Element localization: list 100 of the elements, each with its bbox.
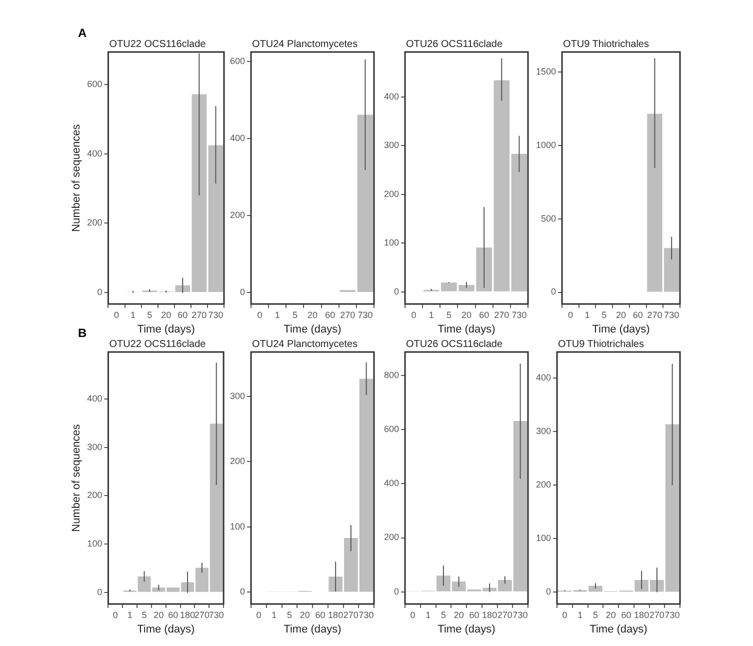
x-tick-label: 0 [562, 610, 568, 620]
x-tick-label: 0 [256, 610, 262, 620]
x-tick-label: 5 [142, 610, 147, 620]
x-axis-title: Time (days) [284, 323, 342, 336]
x-tick-label: 1 [426, 610, 431, 620]
chart-title: OTU26 OCS116clade [406, 338, 503, 350]
x-tick-label: 20 [300, 610, 310, 620]
chart-title: OTU24 Planctomycetes [252, 38, 358, 50]
y-tick-label: 200 [87, 490, 102, 500]
x-tick-label: 20 [154, 610, 164, 620]
x-tick-label: 60 [178, 310, 188, 320]
y-tick-label: 0 [551, 286, 556, 297]
x-tick-label: 730 [664, 610, 680, 620]
x-tick-label: 20 [616, 310, 626, 320]
x-tick-label: 270 [497, 610, 512, 620]
y-tick-label: 0 [240, 286, 246, 297]
x-tick-label: 1 [274, 310, 280, 320]
y-tick-label: 300 [230, 390, 246, 401]
x-tick-label: 730 [512, 610, 528, 620]
chart-title: OTU9 Thiotrichales [563, 38, 649, 50]
x-tick-label: 270 [647, 310, 662, 320]
y-tick-label: 100 [536, 533, 552, 544]
y-tick-label: 300 [384, 140, 400, 150]
x-tick-label: 5 [286, 610, 292, 620]
y-tick-label: 100 [384, 238, 400, 248]
x-tick-label: 180 [328, 610, 344, 620]
x-tick-label: 730 [664, 310, 680, 320]
x-tick-label: 5 [440, 610, 446, 620]
bar [208, 145, 224, 292]
y-tick-label: 200 [384, 532, 400, 542]
x-tick-label: 60 [479, 310, 490, 320]
y-axis-title: Number of sequences [70, 424, 83, 532]
x-tick-label: 1 [130, 310, 136, 320]
y-tick-label: 300 [87, 442, 102, 452]
x-tick-label: 730 [512, 310, 527, 320]
x-tick-label: 270 [343, 610, 358, 620]
y-tick-label: 500 [540, 213, 556, 224]
y-axis-title: Number of sequences [70, 124, 83, 232]
y-tick-label: 200 [230, 456, 246, 466]
y-tick-label: 600 [87, 79, 102, 90]
chart-title: OTU22 OCS116clade [109, 338, 206, 350]
x-tick-label: 1 [428, 310, 434, 320]
x-tick-label: 0 [410, 610, 416, 620]
x-tick-label: 270 [194, 610, 210, 620]
x-tick-label: 60 [325, 310, 336, 320]
x-tick-label: 0 [257, 310, 262, 320]
y-tick-label: 200 [87, 218, 102, 228]
y-tick-label: 100 [230, 521, 246, 532]
y-tick-label: 400 [536, 372, 552, 383]
text: B [78, 326, 87, 340]
chart-title: OTU9 Thiotrichales [558, 338, 644, 350]
x-tick-label: 20 [454, 610, 464, 620]
x-axis-title: Time (days) [284, 623, 342, 636]
y-tick-label: 400 [384, 478, 400, 488]
x-axis-title: Time (days) [438, 323, 496, 336]
x-tick-label: 730 [208, 610, 224, 620]
y-tick-label: 100 [87, 538, 102, 549]
x-axis-title: Time (days) [590, 623, 648, 636]
y-tick-label: 400 [87, 148, 102, 158]
y-tick-label: 0 [546, 586, 552, 597]
x-tick-label: 0 [411, 310, 416, 320]
x-tick-label: 1 [127, 610, 132, 620]
x-tick-label: 1 [578, 610, 583, 620]
y-tick-label: 0 [97, 586, 102, 597]
x-axis-title: Time (days) [438, 623, 496, 636]
y-tick-label: 1500 [536, 66, 556, 77]
x-axis-title: Time (days) [137, 623, 195, 636]
y-tick-label: 800 [384, 370, 400, 380]
x-tick-label: 60 [315, 610, 326, 620]
y-tick-label: 1000 [536, 140, 556, 150]
x-tick-label: 1 [272, 610, 277, 620]
x-tick-label: 20 [462, 310, 472, 320]
x-tick-label: 0 [114, 310, 119, 320]
x-tick-label: 20 [308, 310, 318, 320]
y-tick-label: 400 [230, 133, 246, 144]
x-axis-title: Time (days) [137, 323, 195, 336]
x-tick-label: 270 [649, 610, 664, 620]
x-tick-label: 180 [180, 610, 196, 620]
y-tick-label: 200 [384, 188, 400, 199]
chart-title: OTU26 OCS116clade [406, 38, 503, 50]
y-tick-label: 200 [536, 480, 552, 490]
x-tick-label: 60 [469, 610, 480, 620]
x-tick-label: 5 [602, 310, 607, 320]
y-tick-label: 0 [240, 586, 246, 597]
chart-title: OTU22 OCS116clade [109, 38, 206, 50]
x-tick-label: 730 [208, 310, 224, 320]
x-tick-label: 180 [634, 610, 650, 620]
y-tick-label: 400 [384, 91, 400, 102]
x-tick-label: 270 [192, 310, 207, 320]
y-tick-label: 200 [230, 210, 246, 220]
x-tick-label: 730 [358, 610, 374, 620]
bar [511, 154, 528, 292]
y-tick-label: 0 [97, 287, 102, 298]
y-tick-label: 300 [536, 426, 552, 436]
x-tick-label: 180 [482, 610, 498, 620]
x-tick-label: 730 [358, 310, 373, 320]
x-tick-label: 0 [568, 310, 573, 320]
y-tick-label: 600 [230, 56, 246, 66]
x-tick-label: 20 [161, 310, 172, 320]
y-tick-label: 400 [87, 393, 102, 404]
